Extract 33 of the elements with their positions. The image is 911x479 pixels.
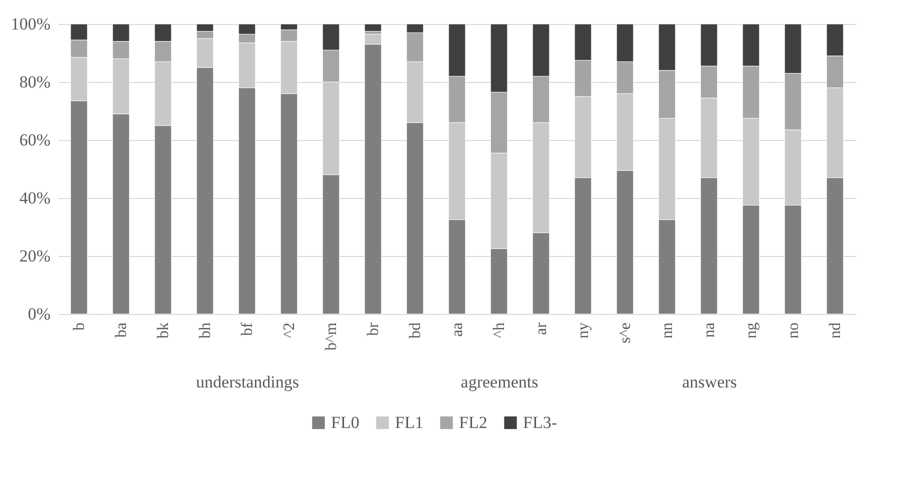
y-tick-label: 60% bbox=[19, 130, 50, 150]
y-tick-label: 80% bbox=[19, 72, 50, 92]
x-tick-label: na bbox=[701, 322, 718, 338]
x-tick-label: ^2 bbox=[281, 322, 298, 338]
x-axis-title: answers bbox=[682, 372, 737, 392]
x-tick-label: no bbox=[785, 322, 802, 338]
x-tick-label: bf bbox=[239, 322, 256, 336]
x-axis-title: agreements bbox=[460, 372, 538, 392]
legend-label: FL1 bbox=[395, 412, 424, 432]
y-tick-label: 0% bbox=[28, 304, 50, 324]
legend-label: FL3- bbox=[523, 412, 558, 432]
x-tick-label: bk bbox=[155, 322, 172, 338]
x-tick-label: b^m bbox=[323, 322, 340, 350]
x-tick-label: b bbox=[71, 322, 88, 330]
x-tick-label: ba bbox=[113, 322, 130, 338]
x-tick-label: ny bbox=[575, 322, 592, 338]
x-tick-label: s^e bbox=[617, 322, 634, 344]
y-tick-label: 40% bbox=[19, 188, 50, 208]
x-tick-label: aa bbox=[449, 322, 466, 337]
x-tick-label: br bbox=[365, 322, 382, 336]
legend-label: FL0 bbox=[331, 412, 360, 432]
legend-label: FL2 bbox=[459, 412, 488, 432]
x-tick-label: nd bbox=[827, 322, 844, 338]
y-tick-label: 100% bbox=[10, 14, 50, 34]
bar bbox=[364, 24, 382, 32]
x-tick-label: nn bbox=[659, 322, 676, 338]
x-tick-label: bh bbox=[197, 322, 214, 338]
y-tick-label: 20% bbox=[19, 246, 50, 266]
x-tick-label: ng bbox=[743, 322, 760, 338]
x-tick-label: ^h bbox=[491, 322, 508, 338]
x-tick-label: bd bbox=[407, 322, 424, 338]
x-axis-title: understandings bbox=[196, 372, 299, 392]
x-tick-label: ar bbox=[533, 322, 550, 335]
